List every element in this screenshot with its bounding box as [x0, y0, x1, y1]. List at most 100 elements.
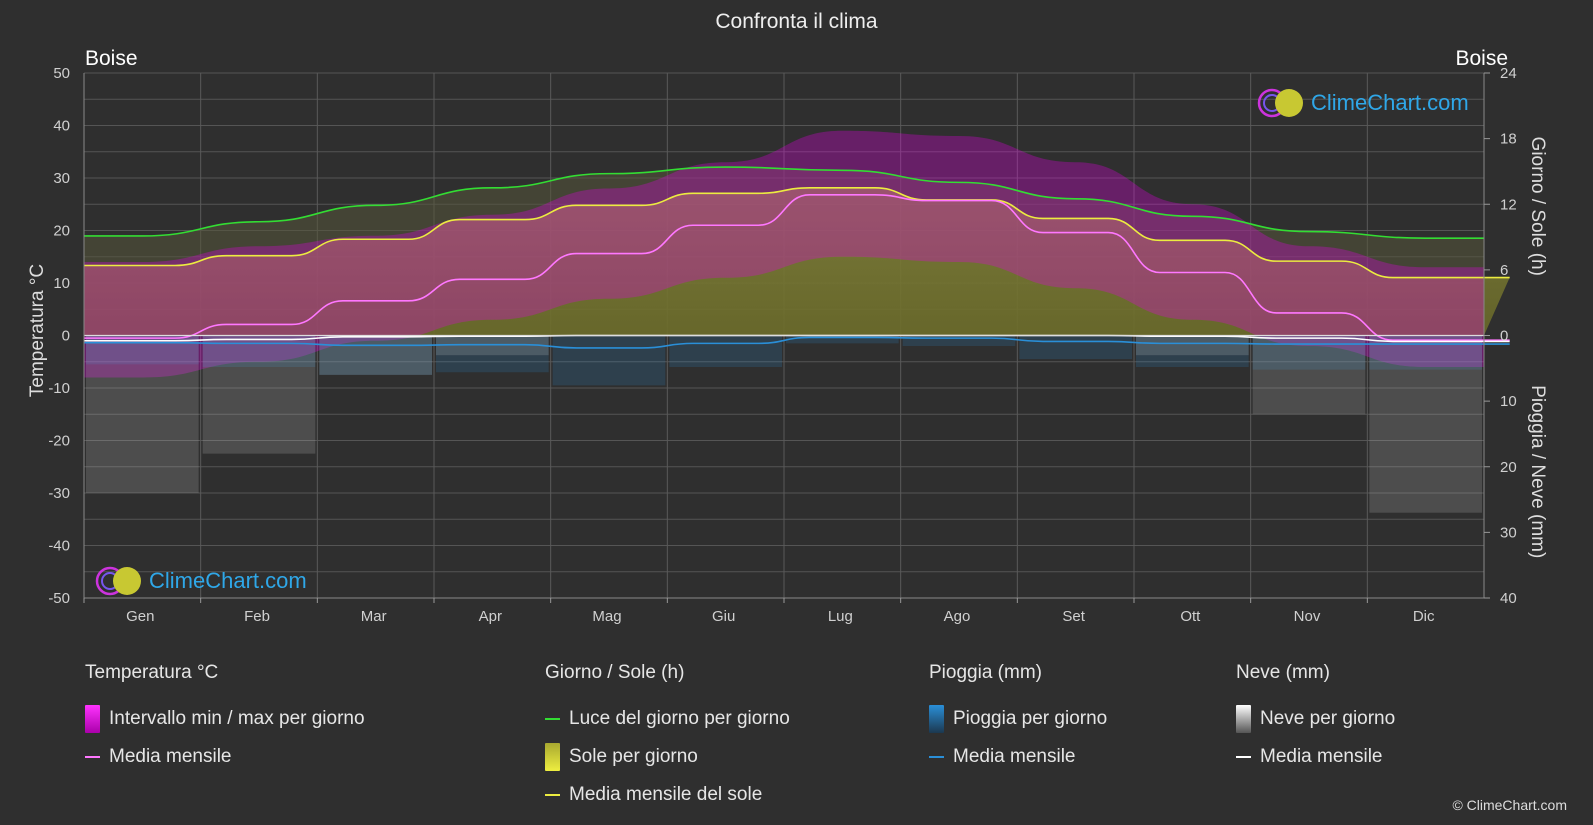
- watermark-top: ClimeChart.com: [1257, 86, 1469, 120]
- month-label: Lug: [828, 608, 853, 625]
- legend-label: Sole per giorno: [569, 746, 698, 767]
- month-label: Ott: [1180, 608, 1201, 625]
- tick-label-sun: 0: [1500, 328, 1508, 345]
- rain-mean-line: [84, 336, 1510, 349]
- tick-label-sun: 18: [1500, 131, 1517, 148]
- legend-item: Neve per giorno: [1236, 700, 1395, 738]
- rain-bar: [552, 335, 666, 386]
- legend-label: Pioggia per giorno: [953, 708, 1108, 729]
- legend-label: Intervallo min / max per giorno: [109, 708, 365, 729]
- legend-title: Temperatura °C: [85, 662, 219, 683]
- swatch: [85, 756, 100, 758]
- month-label: Nov: [1294, 608, 1321, 625]
- legend-title: Pioggia (mm): [929, 662, 1042, 683]
- tick-label-precip: 40: [1500, 590, 1517, 607]
- month-label: Ago: [944, 608, 971, 625]
- tick-label-temperature: 50: [53, 65, 70, 82]
- daylight-line: [84, 166, 1484, 239]
- month-label: Mar: [361, 608, 387, 625]
- legend-item: Sole per giorno: [545, 738, 790, 776]
- month-label: Gen: [126, 608, 154, 625]
- axis-title-precip: Pioggia / Neve (mm): [1527, 385, 1548, 558]
- tick-label-temperature: -40: [48, 538, 70, 555]
- tick-label-sun: 24: [1500, 65, 1517, 82]
- swatch: [929, 705, 944, 733]
- legend-item: Media mensile: [929, 738, 1107, 776]
- location-left: Boise: [85, 47, 138, 70]
- legend-label: Media mensile: [1260, 746, 1383, 767]
- rain-bar: [1252, 335, 1366, 370]
- temperature-mean-line: [84, 194, 1510, 342]
- axis-title-sun: Giorno / Sole (h): [1527, 137, 1548, 276]
- climate-chart: 50 40 30 20 10 0 -10 -20 -30 -40 -50 24 18 12 6 0 10 20 30…: [27, 65, 1548, 625]
- rain-bar: [1019, 335, 1132, 360]
- tick-label-temperature: -50: [48, 590, 70, 607]
- tick-label-temperature: 40: [53, 118, 70, 135]
- rain-bar: [786, 335, 899, 344]
- watermark-bottom: ClimeChart.com: [95, 564, 307, 598]
- rain-bar: [902, 335, 1016, 346]
- tick-label-temperature: -20: [48, 433, 70, 450]
- rain-bar: [669, 335, 782, 367]
- tick-label-precip: 10: [1500, 393, 1517, 410]
- rain-bar: [202, 335, 316, 367]
- snow-bar: [202, 335, 316, 454]
- tick-label-temperature: 0: [62, 328, 70, 345]
- legend-label: Neve per giorno: [1260, 708, 1396, 729]
- copyright: © ClimeChart.com: [1452, 797, 1567, 813]
- legend-title: Neve (mm): [1236, 662, 1330, 683]
- tick-label-temperature: 20: [53, 223, 70, 240]
- legend-title: Giorno / Sole (h): [545, 662, 685, 683]
- snow-bar: [86, 335, 199, 493]
- tick-label-precip: 30: [1500, 524, 1517, 541]
- snow-bar: [1136, 335, 1249, 356]
- swatch: [1236, 756, 1251, 758]
- legend-item: Media mensile: [85, 738, 365, 776]
- legend-snow: Neve (mm) Neve per giorno Media mensile: [1236, 662, 1395, 776]
- legend-sun: Giorno / Sole (h) Luce del giorno per gi…: [545, 662, 790, 814]
- watermark-text: ClimeChart.com: [1311, 90, 1469, 115]
- month-label: Set: [1062, 608, 1085, 625]
- location-right: Boise: [1455, 47, 1508, 70]
- tick-label-temperature: 30: [53, 170, 70, 187]
- swatch: [1236, 705, 1251, 733]
- swatch: [545, 718, 560, 720]
- month-label: Feb: [244, 608, 270, 625]
- month-label: Apr: [479, 608, 502, 625]
- swatch: [929, 756, 944, 758]
- legend-item: Pioggia per giorno: [929, 700, 1107, 738]
- snow-bar: [1252, 335, 1366, 415]
- axis-title-temperature: Temperatura °C: [27, 264, 48, 397]
- legend-temperature: Temperatura °C Intervallo min / max per …: [85, 662, 365, 776]
- tick-label-sun: 12: [1500, 196, 1517, 213]
- tick-label-temperature: -30: [48, 485, 70, 502]
- legend-item: Media mensile del sole: [545, 776, 790, 814]
- month-label: Giu: [712, 608, 735, 625]
- legend-rain: Pioggia (mm) Pioggia per giorno Media me…: [929, 662, 1107, 776]
- temperature-range-band: [84, 130, 1484, 378]
- month-label: Mag: [592, 608, 621, 625]
- legend-item: Luce del giorno per giorno: [545, 700, 790, 738]
- snow-bar: [1369, 335, 1482, 513]
- snow-bar: [319, 335, 432, 375]
- legend-label: Media mensile: [953, 746, 1076, 767]
- tick-label-temperature: 10: [53, 275, 70, 292]
- tick-label-precip: 20: [1500, 459, 1517, 476]
- tick-label-temperature: -10: [48, 380, 70, 397]
- swatch: [545, 794, 560, 796]
- climechart-logo-icon: [95, 566, 141, 596]
- chart-title: Confronta il clima: [715, 10, 878, 33]
- sunshine-area: [84, 187, 1510, 336]
- rain-bar: [1136, 335, 1249, 367]
- legend-item: Intervallo min / max per giorno: [85, 700, 365, 738]
- swatch: [545, 743, 560, 771]
- legend-label: Media mensile: [109, 746, 232, 767]
- swatch: [85, 705, 100, 733]
- month-label: Dic: [1413, 608, 1435, 625]
- tick-label-sun: 6: [1500, 262, 1508, 279]
- legend-label: Media mensile del sole: [569, 784, 763, 805]
- climechart-logo-icon: [1257, 88, 1303, 118]
- rain-bar: [319, 335, 432, 375]
- legend-item: Media mensile: [1236, 738, 1395, 776]
- watermark-text: ClimeChart.com: [149, 568, 307, 593]
